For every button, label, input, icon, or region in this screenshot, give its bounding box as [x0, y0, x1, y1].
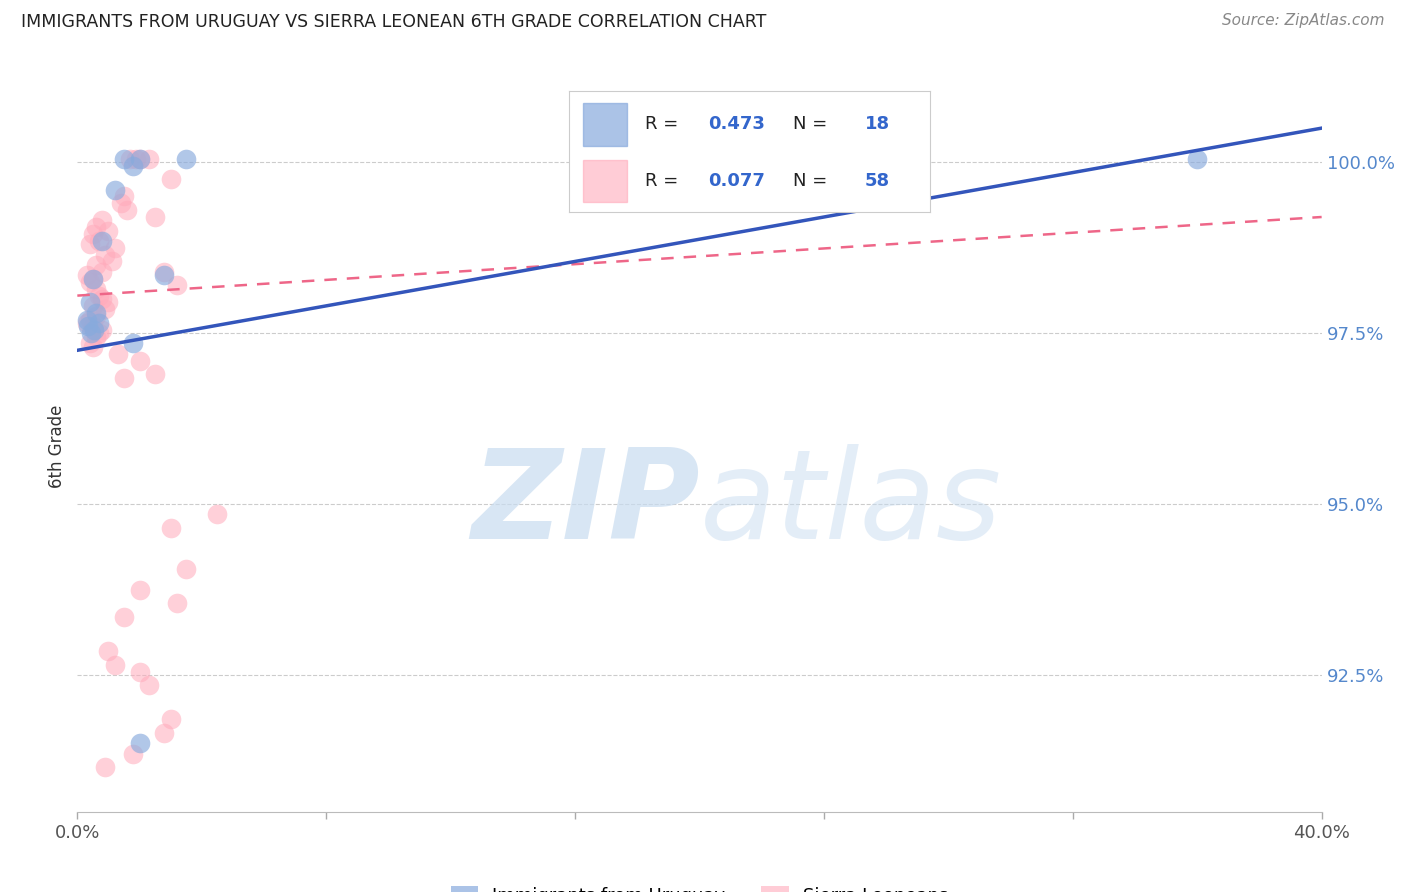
Point	[80, 326, 103, 341]
Point	[91, 234, 114, 248]
Point	[82, 271, 104, 285]
Point	[82, 340, 104, 354]
Point	[159, 172, 181, 186]
Point	[122, 747, 145, 761]
Point	[174, 152, 197, 166]
Point	[104, 241, 127, 255]
Point	[110, 196, 132, 211]
Point	[125, 152, 148, 166]
Point	[143, 210, 166, 224]
Point	[166, 278, 188, 293]
Point	[122, 159, 145, 173]
Point	[159, 713, 181, 727]
Point	[128, 152, 150, 166]
Point	[87, 234, 110, 248]
Point	[153, 265, 176, 279]
Point	[120, 152, 142, 166]
Point	[138, 678, 160, 692]
Point	[112, 189, 135, 203]
Point	[153, 726, 176, 740]
Point	[84, 220, 107, 235]
Point	[84, 258, 107, 272]
Point	[128, 353, 150, 368]
Text: ZIP: ZIP	[471, 444, 700, 565]
Legend: Immigrants from Uruguay, Sierra Leoneans: Immigrants from Uruguay, Sierra Leoneans	[443, 880, 956, 892]
Point	[76, 316, 98, 330]
Point	[83, 323, 105, 337]
Point	[107, 347, 129, 361]
Point	[112, 370, 135, 384]
Point	[82, 227, 104, 241]
Point	[84, 309, 107, 323]
Point	[84, 329, 107, 343]
Point	[76, 268, 98, 282]
Point	[87, 288, 110, 302]
Point	[1187, 152, 1209, 166]
Text: Source: ZipAtlas.com: Source: ZipAtlas.com	[1222, 13, 1385, 29]
Point	[138, 152, 160, 166]
Point	[128, 665, 150, 679]
Text: atlas: atlas	[700, 444, 1001, 565]
Point	[76, 312, 98, 326]
Point	[207, 508, 229, 522]
Point	[91, 292, 114, 306]
Point	[87, 326, 110, 341]
Point	[97, 644, 120, 658]
Point	[84, 306, 107, 320]
Point	[79, 336, 101, 351]
Point	[94, 760, 117, 774]
Point	[128, 152, 150, 166]
Point	[128, 736, 150, 750]
Point	[79, 295, 101, 310]
Point	[91, 213, 114, 227]
Point	[128, 582, 150, 597]
Point	[97, 224, 120, 238]
Point	[94, 302, 117, 317]
Point	[166, 596, 188, 610]
Point	[82, 319, 104, 334]
Point	[82, 299, 104, 313]
Point	[87, 316, 110, 330]
Point	[84, 282, 107, 296]
Point	[79, 237, 101, 252]
Point	[143, 368, 166, 382]
Point	[159, 521, 181, 535]
Point	[91, 265, 114, 279]
Point	[82, 271, 104, 285]
Point	[112, 152, 135, 166]
Point	[94, 247, 117, 261]
Point	[122, 336, 145, 351]
Point	[104, 183, 127, 197]
Point	[79, 275, 101, 289]
Y-axis label: 6th Grade: 6th Grade	[48, 404, 66, 488]
Point	[91, 323, 114, 337]
Point	[153, 268, 176, 282]
Point	[174, 562, 197, 576]
Point	[104, 657, 127, 672]
Point	[97, 295, 120, 310]
Point	[77, 319, 100, 334]
Text: IMMIGRANTS FROM URUGUAY VS SIERRA LEONEAN 6TH GRADE CORRELATION CHART: IMMIGRANTS FROM URUGUAY VS SIERRA LEONEA…	[21, 13, 766, 31]
Point	[79, 312, 101, 326]
Point	[115, 203, 138, 218]
Point	[112, 610, 135, 624]
Point	[100, 254, 122, 268]
